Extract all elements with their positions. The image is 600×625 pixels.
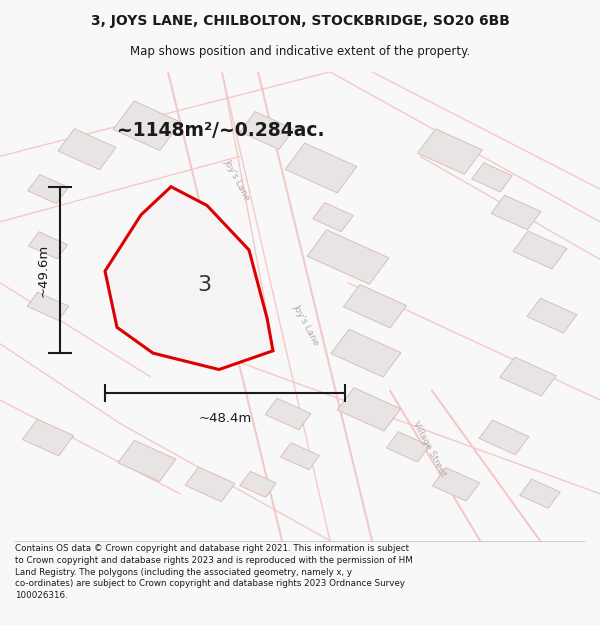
Polygon shape (185, 467, 235, 502)
Polygon shape (500, 357, 556, 396)
Text: 3: 3 (197, 275, 211, 295)
Polygon shape (313, 202, 353, 232)
Text: 3, JOYS LANE, CHILBOLTON, STOCKBRIDGE, SO20 6BB: 3, JOYS LANE, CHILBOLTON, STOCKBRIDGE, S… (91, 14, 509, 28)
Text: ~1148m²/~0.284ac.: ~1148m²/~0.284ac. (117, 121, 325, 140)
Polygon shape (491, 195, 541, 230)
Polygon shape (337, 388, 401, 431)
Polygon shape (520, 479, 560, 508)
Polygon shape (513, 231, 567, 269)
Polygon shape (433, 468, 479, 501)
Polygon shape (240, 471, 276, 498)
Polygon shape (105, 187, 273, 369)
Polygon shape (118, 441, 176, 481)
Polygon shape (28, 232, 68, 259)
Polygon shape (240, 111, 294, 149)
Text: Joy's Lane: Joy's Lane (223, 158, 251, 202)
Polygon shape (285, 143, 357, 193)
Polygon shape (27, 292, 69, 321)
Polygon shape (472, 162, 512, 192)
Polygon shape (28, 174, 68, 204)
Polygon shape (22, 419, 74, 456)
Polygon shape (343, 284, 407, 328)
Text: Village Street: Village Street (410, 420, 448, 478)
Text: Contains OS data © Crown copyright and database right 2021. This information is : Contains OS data © Crown copyright and d… (15, 544, 413, 600)
Text: Joy's Lane: Joy's Lane (292, 303, 320, 347)
Polygon shape (307, 230, 389, 284)
Polygon shape (265, 398, 311, 430)
Text: Map shows position and indicative extent of the property.: Map shows position and indicative extent… (130, 44, 470, 58)
Polygon shape (527, 298, 577, 333)
Text: ~48.4m: ~48.4m (199, 412, 251, 425)
Polygon shape (331, 329, 401, 377)
Polygon shape (280, 442, 320, 470)
Polygon shape (418, 129, 482, 174)
Text: ~49.6m: ~49.6m (37, 243, 50, 296)
Polygon shape (113, 101, 181, 151)
Polygon shape (479, 420, 529, 455)
Polygon shape (58, 129, 116, 170)
Polygon shape (386, 432, 430, 462)
